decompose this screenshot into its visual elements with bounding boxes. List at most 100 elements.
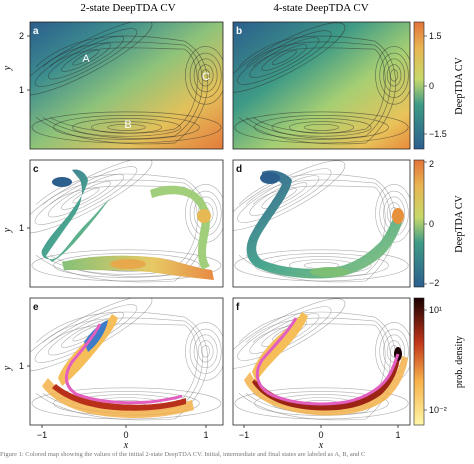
contour-line <box>189 328 222 374</box>
panel-a-frame <box>29 21 224 150</box>
colorbar-tick-zero: 0 <box>429 219 434 229</box>
contour-line <box>237 30 332 85</box>
panel-label-f: f <box>236 302 240 313</box>
y-tick-1: 1 <box>19 361 24 371</box>
contour-line <box>254 391 389 416</box>
y-tick-1: 1 <box>19 223 24 233</box>
figure-caption: Figure 1: Colored map showing the values… <box>0 451 366 458</box>
contour-line <box>189 52 222 98</box>
colorbar-label: prob. density <box>454 336 465 388</box>
sampled-cv-trail-right <box>150 185 210 270</box>
contour-line <box>31 249 222 282</box>
contour-line <box>30 22 153 96</box>
contour-line <box>254 115 389 140</box>
contour-line <box>201 345 210 358</box>
contour-line <box>72 49 100 66</box>
contour-line <box>35 35 208 145</box>
contour-line <box>193 334 218 369</box>
contour-line <box>383 58 406 93</box>
state-b-cluster <box>310 267 350 277</box>
contour-line <box>53 253 200 278</box>
contour-line <box>185 46 223 105</box>
mean-path <box>255 317 400 406</box>
contour-line <box>261 44 308 71</box>
state-c-cluster <box>197 209 211 223</box>
contour-line <box>30 160 153 234</box>
panel-c <box>30 160 223 287</box>
contour-line <box>249 37 320 78</box>
y-axis-label: y <box>2 365 13 371</box>
panel-e <box>30 298 223 425</box>
contour-line <box>107 123 146 131</box>
contour-line <box>53 115 200 140</box>
colorbar-label: DeepTDA CV <box>454 56 465 114</box>
contour-line <box>375 184 410 243</box>
x-axis-left: −1 0 1 x <box>37 425 209 451</box>
contour-line <box>238 35 396 145</box>
state-label-b: B <box>124 119 131 131</box>
contour-line <box>49 47 198 134</box>
contour-line <box>35 311 208 421</box>
y-axis-row1: 2 1 y <box>2 31 30 95</box>
panel-label-a: a <box>33 26 39 37</box>
mean-path <box>65 323 183 405</box>
title-left: 2-state DeepTDA CV <box>80 2 175 14</box>
contour-line <box>72 187 100 204</box>
state-a-cluster <box>260 172 280 184</box>
colorbar-tick-low: 10⁻² <box>429 405 447 415</box>
contour-line <box>234 387 409 420</box>
colorbar-tick-low: −2 <box>429 278 439 288</box>
contour-line <box>233 22 346 93</box>
contour-line <box>233 298 346 369</box>
colorbar-tick-high: 2 <box>429 159 434 169</box>
colorbar-label: DeepTDA CV <box>454 194 465 252</box>
state-a-cluster <box>52 177 72 187</box>
contour-line <box>271 118 372 137</box>
x-tick-neg1: −1 <box>239 430 249 440</box>
panel-f-frame <box>232 297 411 426</box>
y-axis-label: y <box>2 65 13 71</box>
colorbar-tick-high: 1.5 <box>429 31 442 41</box>
contour-line <box>252 47 386 134</box>
panel-label-d: d <box>236 164 242 175</box>
colorbar-cv-1: 1.5 0 −1.5 DeepTDA CV <box>413 21 465 150</box>
panel-b <box>233 22 410 149</box>
contour-line <box>72 118 181 137</box>
x-tick-0: 0 <box>318 430 323 440</box>
panel-b-frame <box>232 21 411 150</box>
state-label-c: C <box>202 71 210 83</box>
contour-line <box>31 111 222 144</box>
contour-line <box>47 35 125 80</box>
contour-line <box>47 173 124 218</box>
y-axis-row3: 1 y <box>2 361 30 371</box>
contour-line <box>375 46 410 105</box>
panel-a <box>30 22 223 149</box>
contour-line <box>234 249 409 282</box>
x-tick-0: 0 <box>123 430 128 440</box>
panel-f <box>233 298 410 425</box>
state-label-a: A <box>82 53 90 65</box>
contour-line <box>185 322 223 381</box>
contour-line <box>237 168 332 223</box>
contour-line <box>197 64 214 87</box>
contour-line <box>42 41 203 139</box>
sampled-cv-trail-left <box>41 169 110 262</box>
panel-label-e: e <box>33 302 39 313</box>
y-axis-label: y <box>2 227 13 233</box>
panel-d <box>233 160 410 287</box>
contour-line <box>31 387 222 420</box>
x-tick-neg1: −1 <box>37 430 47 440</box>
y-axis-row2: 1 y <box>2 223 30 233</box>
x-axis-label: x <box>318 440 324 451</box>
colorbar-tick-low: −1.5 <box>429 129 447 139</box>
contour-line <box>61 43 111 72</box>
panel-d-frame <box>232 159 411 288</box>
panel-label-c: c <box>33 164 39 175</box>
contour-line <box>271 50 297 65</box>
title-right: 4-state DeepTDA CV <box>273 2 368 14</box>
colorbar-cv-2: 2 0 −2 DeepTDA CV <box>413 159 465 288</box>
contour-line <box>245 41 391 139</box>
contour-line <box>201 69 211 82</box>
x-tick-1: 1 <box>395 430 400 440</box>
